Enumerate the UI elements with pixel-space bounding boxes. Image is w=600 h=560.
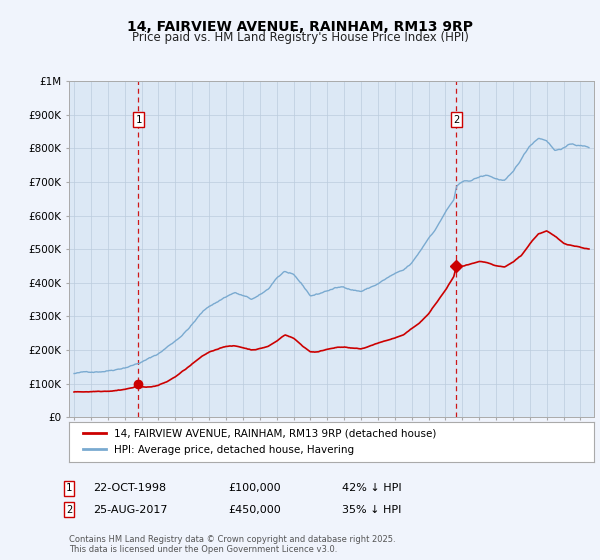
Text: 35% ↓ HPI: 35% ↓ HPI	[342, 505, 401, 515]
Text: 14, FAIRVIEW AVENUE, RAINHAM, RM13 9RP: 14, FAIRVIEW AVENUE, RAINHAM, RM13 9RP	[127, 20, 473, 34]
Text: 2: 2	[66, 505, 72, 515]
Legend: 14, FAIRVIEW AVENUE, RAINHAM, RM13 9RP (detached house), HPI: Average price, det: 14, FAIRVIEW AVENUE, RAINHAM, RM13 9RP (…	[79, 426, 439, 458]
Text: 1: 1	[66, 483, 72, 493]
Text: 42% ↓ HPI: 42% ↓ HPI	[342, 483, 401, 493]
Text: £450,000: £450,000	[228, 505, 281, 515]
Text: Price paid vs. HM Land Registry's House Price Index (HPI): Price paid vs. HM Land Registry's House …	[131, 31, 469, 44]
Text: 22-OCT-1998: 22-OCT-1998	[93, 483, 166, 493]
Text: 1: 1	[135, 115, 142, 125]
Text: 25-AUG-2017: 25-AUG-2017	[93, 505, 167, 515]
Text: £100,000: £100,000	[228, 483, 281, 493]
Text: Contains HM Land Registry data © Crown copyright and database right 2025.
This d: Contains HM Land Registry data © Crown c…	[69, 535, 395, 554]
Text: 2: 2	[453, 115, 460, 125]
